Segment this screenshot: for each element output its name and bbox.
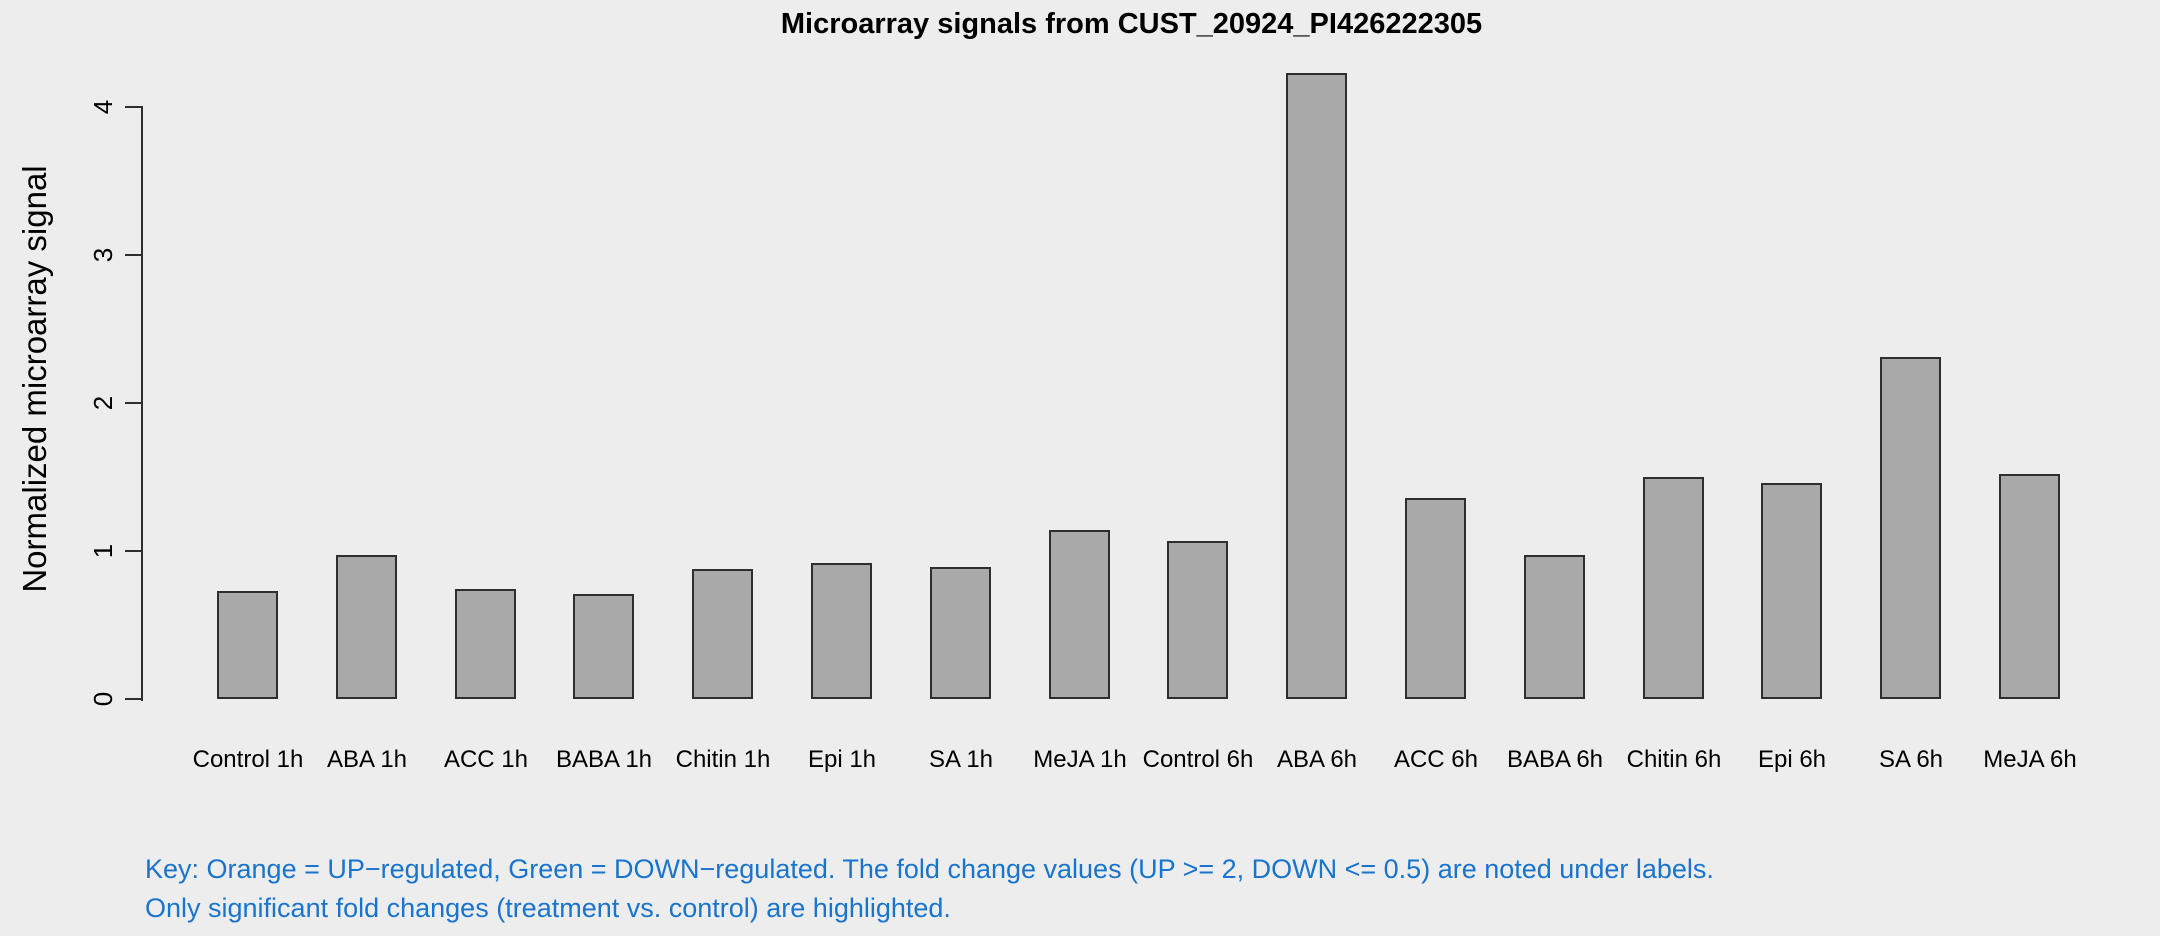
y-tick-label-0: 0 [88,691,118,707]
x-label-acc-1h: ACC 1h [443,746,529,773]
y-tick-label-4: 4 [88,99,118,115]
bar-baba-1h [573,594,634,699]
x-label-meja-6h: MeJA 6h [1983,746,2077,773]
y-tick-label-1: 1 [88,543,118,559]
bar-control-1h [217,591,278,699]
bar-sa-6h [1880,357,1941,699]
y-tick-1 [125,550,142,552]
bar-chitin-6h [1643,477,1704,699]
bar-aba-6h [1286,73,1347,699]
x-label-sa-1h: SA 1h [928,746,994,773]
bar-acc-1h [455,589,516,699]
bar-acc-6h [1405,498,1466,699]
y-axis-title: Normalized microarray signal [16,165,53,593]
y-tick-3 [125,254,142,256]
x-label-sa-6h: SA 6h [1878,746,1944,773]
y-tick-label-3: 3 [88,247,118,263]
x-label-epi-1h: Epi 1h [807,746,877,773]
x-label-chitin-1h: Chitin 1h [675,746,771,773]
key-note: Key: Orange = UP−regulated, Green = DOWN… [145,850,1714,928]
y-axis-line [141,106,143,701]
bar-epi-1h [811,563,872,699]
bar-aba-1h [336,555,397,699]
x-label-control-6h: Control 6h [1142,746,1254,773]
key-note-line-2: Only significant fold changes (treatment… [145,893,951,923]
y-tick-label-2: 2 [88,395,118,411]
bar-meja-6h [1999,474,2060,699]
key-note-line-1: Key: Orange = UP−regulated, Green = DOWN… [145,854,1714,884]
bar-chitin-1h [692,569,753,699]
bar-epi-6h [1761,483,1822,699]
bar-baba-6h [1524,555,1585,699]
bar-meja-1h [1049,530,1110,699]
x-label-acc-6h: ACC 6h [1393,746,1479,773]
x-label-control-1h: Control 1h [192,746,304,773]
bar-sa-1h [930,567,991,699]
y-tick-4 [125,106,142,108]
x-label-chitin-6h: Chitin 6h [1626,746,1722,773]
chart-title: Microarray signals from CUST_20924_PI426… [780,8,1483,40]
x-label-baba-1h: BABA 1h [555,746,653,773]
x-label-baba-6h: BABA 6h [1506,746,1604,773]
x-label-meja-1h: MeJA 1h [1033,746,1127,773]
y-tick-2 [125,402,142,404]
x-label-aba-6h: ABA 6h [1276,746,1358,773]
y-tick-0 [125,698,142,700]
bar-control-6h [1167,541,1228,699]
x-label-aba-1h: ABA 1h [326,746,408,773]
x-label-epi-6h: Epi 6h [1757,746,1827,773]
